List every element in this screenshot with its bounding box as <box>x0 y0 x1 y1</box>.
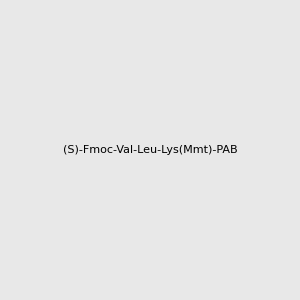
Text: (S)-Fmoc-Val-Leu-Lys(Mmt)-PAB: (S)-Fmoc-Val-Leu-Lys(Mmt)-PAB <box>63 145 237 155</box>
